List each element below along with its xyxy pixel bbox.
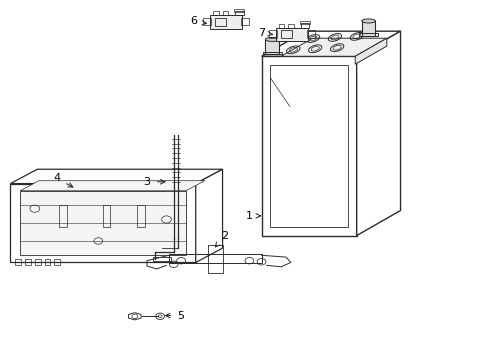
- Ellipse shape: [265, 37, 279, 41]
- Polygon shape: [265, 40, 279, 54]
- Text: 1: 1: [245, 211, 260, 221]
- Text: 3: 3: [143, 177, 164, 187]
- Polygon shape: [281, 38, 386, 56]
- Polygon shape: [361, 21, 375, 36]
- Text: 2: 2: [215, 231, 228, 247]
- Text: 5: 5: [165, 311, 184, 320]
- Polygon shape: [195, 169, 222, 262]
- Text: 4: 4: [53, 173, 73, 187]
- Polygon shape: [210, 15, 242, 29]
- Text: 7: 7: [258, 28, 272, 38]
- Polygon shape: [10, 184, 195, 262]
- Polygon shape: [10, 169, 222, 184]
- Polygon shape: [20, 181, 204, 191]
- Polygon shape: [261, 31, 400, 56]
- Text: 6: 6: [189, 17, 206, 27]
- Polygon shape: [261, 56, 356, 235]
- Polygon shape: [276, 28, 307, 41]
- Polygon shape: [356, 31, 400, 235]
- Polygon shape: [354, 38, 386, 64]
- Polygon shape: [20, 191, 185, 255]
- Ellipse shape: [361, 19, 375, 23]
